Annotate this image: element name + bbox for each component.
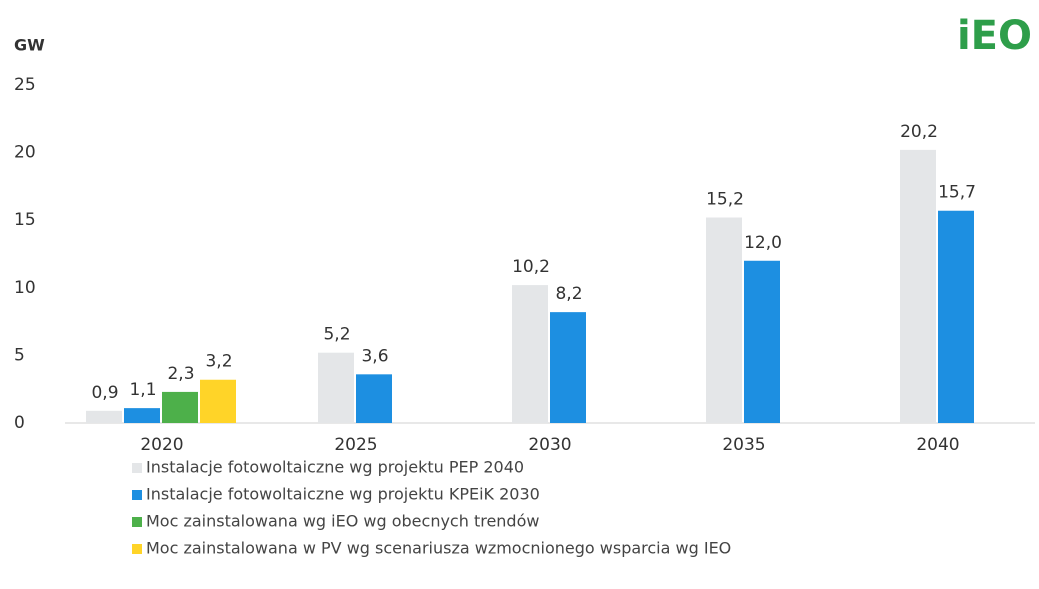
legend-marker (132, 490, 142, 500)
value-label: 20,2 (900, 122, 938, 142)
legend-marker (132, 544, 142, 554)
bar (86, 410, 122, 423)
bar (706, 217, 742, 423)
y-tick-label: 0 (14, 413, 25, 433)
x-tick-label: 2025 (334, 435, 377, 455)
legend-label: Moc zainstalowana wg iEO wg obecnych tre… (146, 512, 539, 531)
bar (162, 391, 198, 423)
legend-marker (132, 463, 142, 473)
bar (200, 379, 236, 423)
y-tick-label: 10 (14, 278, 36, 298)
bar (356, 374, 392, 423)
bar (124, 408, 160, 423)
bar (512, 285, 548, 423)
value-label: 10,2 (512, 257, 550, 277)
y-tick-label: 20 (14, 143, 36, 163)
value-label: 0,9 (91, 383, 118, 403)
value-label: 3,2 (205, 352, 232, 372)
x-tick-label: 2030 (528, 435, 571, 455)
x-tick-label: 2040 (916, 435, 959, 455)
y-axis-label: GW (14, 36, 45, 55)
x-tick-label: 2035 (722, 435, 765, 455)
value-label: 8,2 (555, 284, 582, 304)
bar (550, 312, 586, 423)
value-label: 3,6 (361, 346, 388, 366)
value-label: 5,2 (323, 325, 350, 345)
y-tick-label: 25 (14, 75, 36, 95)
logo: iEO (957, 13, 1032, 59)
y-tick-label: 15 (14, 210, 36, 230)
bar (938, 210, 974, 423)
bar (900, 149, 936, 423)
legend-label: Moc zainstalowana w PV wg scenariusza wz… (146, 539, 731, 558)
value-label: 2,3 (167, 364, 194, 384)
y-tick-label: 5 (14, 345, 25, 365)
legend-label: Instalacje fotowoltaiczne wg projektu PE… (146, 458, 524, 477)
legend-marker (132, 517, 142, 527)
value-label: 15,7 (938, 183, 976, 203)
bar (744, 260, 780, 423)
value-label: 12,0 (744, 233, 782, 253)
value-label: 15,2 (706, 189, 744, 209)
x-tick-label: 2020 (140, 435, 183, 455)
bar (318, 352, 354, 423)
value-label: 1,1 (129, 380, 156, 400)
legend-label: Instalacje fotowoltaiczne wg projektu KP… (146, 485, 540, 504)
